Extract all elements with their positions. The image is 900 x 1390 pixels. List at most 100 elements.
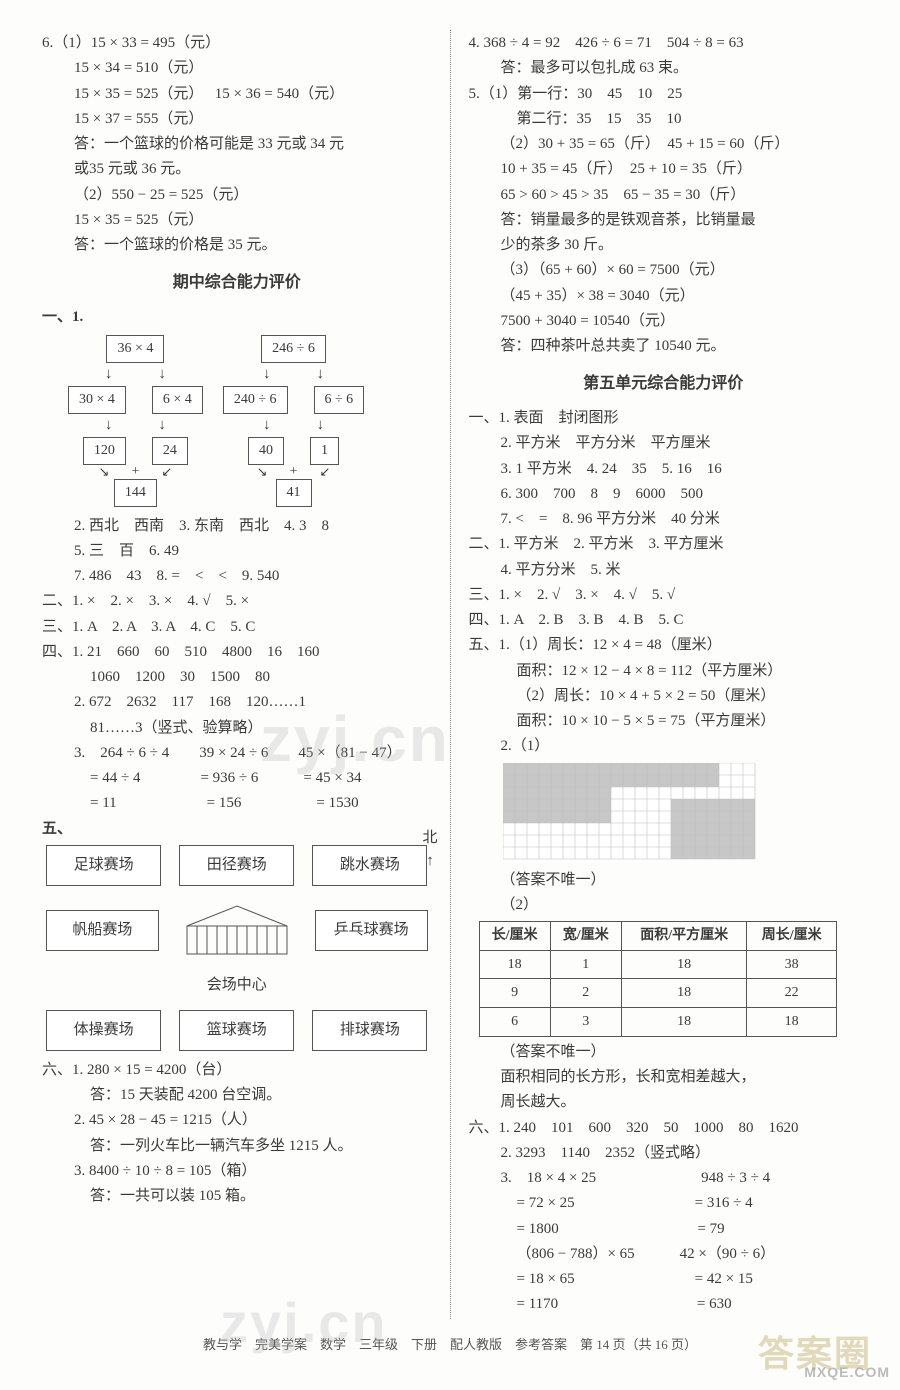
q6-l7: （2）550 − 25 = 525（元） [42,184,432,207]
conclusion1: 面积相同的长方形，长和宽相差越大， [469,1066,859,1089]
flow-a: 36 × 4 ↓↓ 30 × 4 6 × 4 ↓↓ 120 24 ↘+↙ 144 [68,335,203,506]
q6-l6: 或35 元或 36 元。 [42,158,432,181]
venue-box: 体操赛场 [46,1010,161,1051]
table-cell: 6 [479,1008,550,1037]
r-q5-2c: 65 > 60 > 45 > 35 65 − 35 = 30（斤） [469,184,859,207]
u5-1-2: 2. 平方米 平方分米 平方厘米 [469,432,859,455]
table-row: 631818 [479,1008,836,1037]
venue-box: 乒乓球赛场 [315,910,428,951]
venue-box: 篮球赛场 [179,1010,294,1051]
table-header: 宽/厘米 [550,922,621,951]
u5-title: 第五单元综合能力评价 [469,372,859,397]
u6-3d: = 18 × 65 = 42 × 15 [469,1268,859,1291]
s1-label: 一、1. [42,306,432,329]
flow-b-l: 240 ÷ 6 [223,386,288,414]
right-column: 4. 368 ÷ 4 = 92 426 ÷ 6 = 71 504 ÷ 8 = 6… [451,30,871,1319]
arrow-join-icon: ↘ [99,465,110,479]
table-cell: 9 [479,979,550,1008]
building-icon [177,896,297,964]
u6-3b: = 1800 = 79 [469,1218,859,1241]
arrow-down-icon: ↓ [158,414,166,437]
arrow-join-icon: ↙ [161,465,172,479]
flow-a-top: 36 × 4 [106,335,164,363]
u6-2: 2. 3293 1140 2352（竖式略） [469,1142,859,1165]
table-row: 1811838 [479,950,836,979]
s6-2b: 答：一列火车比一辆汽车多坐 1215 人。 [42,1135,432,1158]
table-cell: 18 [621,979,747,1008]
table-cell: 3 [550,1008,621,1037]
arrow-down-icon: ↓ [105,414,113,437]
u6-3c: （806 − 788）× 65 42 ×（90 ÷ 6） [469,1243,859,1266]
table-cell: 2 [550,979,621,1008]
s1-5: 5. 三 百 6. 49 [42,540,432,563]
r-q5-3b: （45 + 35）× 38 = 3040（元） [469,285,859,308]
s6-1b: 答：15 天装配 4200 台空调。 [42,1084,432,1107]
u5-1-7: 7. < = 8. 96 平方分米 40 分米 [469,508,859,531]
u5-5-1c: （2）周长：10 × 4 + 5 × 2 = 50（厘米） [469,685,859,708]
table-cell: 18 [747,1008,836,1037]
s6-2a: 2. 45 × 28 − 45 = 1215（人） [42,1109,432,1132]
q6-l1: 6.（1）15 × 33 = 495（元） [42,32,432,55]
arrow-down-icon: ↓ [263,414,271,437]
table-cell: 18 [621,950,747,979]
r-q5-2e: 少的茶多 30 斤。 [469,234,859,257]
arrow-down-icon: ↓ [263,363,271,386]
venue-block: 北 ↑ 足球赛场 田径赛场 跳水赛场 帆船赛场 [42,845,432,1051]
q6-l8: 15 × 35 = 525（元） [42,209,432,232]
flow-a-bot: 144 [114,479,157,507]
plus-icon: + [290,465,298,479]
table-cell: 38 [747,950,836,979]
u6-3a: = 72 × 25 = 316 ÷ 4 [469,1192,859,1215]
u5-5-1d: 面积：10 × 10 − 5 × 5 = 75（平方厘米） [469,710,859,733]
flow-a-ll: 120 [83,437,126,465]
flow-b-r: 6 ÷ 6 [314,386,365,414]
area-table: 长/厘米宽/厘米面积/平方厘米周长/厘米 1811838921822631818 [479,921,837,1037]
flow-diagrams: 36 × 4 ↓↓ 30 × 4 6 × 4 ↓↓ 120 24 ↘+↙ 144… [68,335,432,506]
s5-label: 五、 [42,818,432,841]
venue-box: 跳水赛场 [312,845,427,886]
flow-a-rr: 24 [152,437,188,465]
arrow-down-icon: ↓ [105,363,113,386]
s4-2b: 81……3（竖式、验算略） [42,717,432,740]
flow-b-ll: 40 [248,437,284,465]
q6-l3: 15 × 35 = 525（元） 15 × 36 = 540（元） [42,83,432,106]
s4-3a: = 44 ÷ 4 = 936 ÷ 6 = 45 × 34 [42,767,432,790]
r-q5-2d: 答：销量最多的是铁观音茶，比销量最 [469,209,859,232]
u5-1-3: 3. 1 平方米 4. 24 35 5. 16 16 [469,458,859,481]
page-footer: 教与学 完美学案 数学 三年级 下册 配人教版 参考答案 第 14 页（共 16… [0,1335,900,1355]
flow-b: 246 ÷ 6 ↓↓ 240 ÷ 6 6 ÷ 6 ↓↓ 40 1 ↘+↙ 41 [223,335,364,506]
r-q5-1a: 5.（1）第一行：30 45 10 25 [469,83,859,106]
u5-5-1b: 面积：12 × 12 − 4 × 8 = 112（平方厘米） [469,660,859,683]
arrow-join-icon: ↘ [257,465,268,479]
s4-1b: 1060 1200 30 1500 80 [42,666,432,689]
venue-center-caption: 会场中心 [42,974,432,997]
table-header: 面积/平方厘米 [621,922,747,951]
s4-3h: 3. 264 ÷ 6 ÷ 4 39 × 24 ÷ 6 45 ×（81 − 47） [42,742,432,765]
table-cell: 22 [747,979,836,1008]
r-q5-2a: （2）30 + 35 = 65（斤） 45 + 15 = 60（斤） [469,133,859,156]
table-cell: 1 [550,950,621,979]
note2: （答案不唯一） [469,1041,859,1064]
r-q5-3a: （3）（65 + 60）× 60 = 7500（元） [469,259,859,282]
north-arrow-icon: 北 ↑ [422,827,437,874]
u5-3: 三、1. × 2. √ 3. × 4. √ 5. √ [469,584,859,607]
q6-l4: 15 × 37 = 555（元） [42,108,432,131]
grid-shape [503,763,859,863]
s6-1a: 六、1. 280 × 15 = 4200（台） [42,1059,432,1082]
watermark: MXQE.COM [804,1362,890,1384]
table-cell: 18 [621,1008,747,1037]
arrow-join-icon: ↙ [319,465,330,479]
r-q5-2b: 10 + 35 = 45（斤） 25 + 10 = 35（斤） [469,158,859,181]
flow-b-rr: 1 [310,437,339,465]
q6-l5: 答：一个篮球的价格可能是 33 元或 34 元 [42,133,432,156]
arrow-down-icon: ↓ [317,363,325,386]
r-q4a: 4. 368 ÷ 4 = 92 426 ÷ 6 = 71 504 ÷ 8 = 6… [469,32,859,55]
u5-1-1: 一、1. 表面 封闭图形 [469,407,859,430]
flow-a-l: 30 × 4 [68,386,126,414]
arrow-down-icon: ↓ [158,363,166,386]
q6-l3b: 15 × 36 = 540（元） [215,86,344,102]
s4-3b: = 11 = 156 = 1530 [42,792,432,815]
r-q5-3c: 7500 + 3040 = 10540（元） [469,310,859,333]
s6-3b: 答：一共可以装 105 箱。 [42,1185,432,1208]
s1-7: 7. 486 43 8. = < < 9. 540 [42,565,432,588]
